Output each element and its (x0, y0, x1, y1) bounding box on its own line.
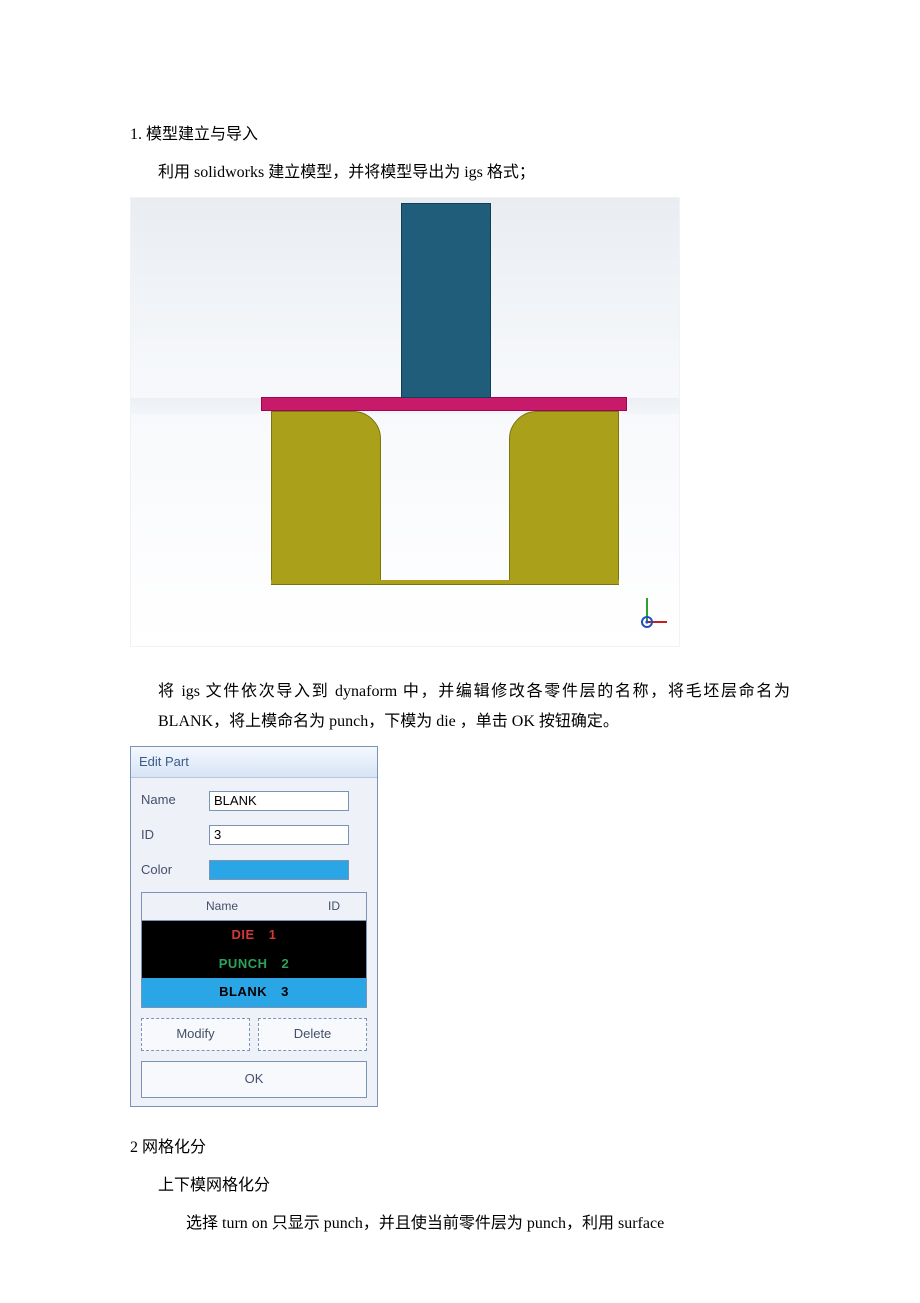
list-item[interactable]: DIE 1 (142, 921, 366, 950)
section-2-line-1: 上下模网格化分 (130, 1171, 790, 1201)
section-2-title: 2 网格化分 (130, 1133, 790, 1163)
name-input[interactable] (209, 791, 349, 811)
ok-button[interactable]: OK (141, 1061, 367, 1098)
section-2-line-2: 选择 turn on 只显示 punch，并且使当前零件层为 punch，利用 … (130, 1209, 790, 1239)
section-1-line-1: 利用 solidworks 建立模型，并将模型导出为 igs 格式； (130, 158, 790, 188)
list-item-id: 2 (282, 952, 290, 977)
dialog-title: Edit Part (131, 747, 377, 779)
edit-part-dialog: Edit Part Name ID Color Name ID DIE 1PUNC… (130, 746, 378, 1107)
part-list: Name ID DIE 1PUNCH 2 BLANK 3 (141, 892, 367, 1008)
list-item-name: DIE (232, 923, 255, 948)
list-head-name: Name (142, 893, 302, 920)
die-right-block (509, 411, 619, 581)
name-label: Name (141, 788, 209, 813)
die-base-strip (271, 580, 619, 585)
id-input[interactable] (209, 825, 349, 845)
list-item-id: 3 (281, 980, 289, 1005)
list-item-name: PUNCH (219, 952, 268, 977)
section-1-line-2: 将 igs 文件依次导入到 dynaform 中，并编辑修改各零件层的名称，将毛… (130, 677, 790, 738)
color-swatch[interactable] (209, 860, 349, 880)
id-label: ID (141, 823, 209, 848)
punch-block (401, 203, 491, 398)
blank-sheet (261, 397, 627, 411)
model-figure (130, 197, 680, 647)
die-left-block (271, 411, 381, 581)
list-item[interactable]: PUNCH 2 (142, 950, 366, 979)
color-label: Color (141, 858, 209, 883)
list-head-id: ID (302, 893, 366, 920)
delete-button[interactable]: Delete (258, 1018, 367, 1051)
list-item[interactable]: BLANK 3 (142, 978, 366, 1007)
coordinate-axes-icon (623, 592, 671, 640)
list-item-name: BLANK (219, 980, 267, 1005)
section-1-title: 1. 模型建立与导入 (130, 120, 790, 150)
modify-button[interactable]: Modify (141, 1018, 250, 1051)
list-item-id: 1 (269, 923, 277, 948)
